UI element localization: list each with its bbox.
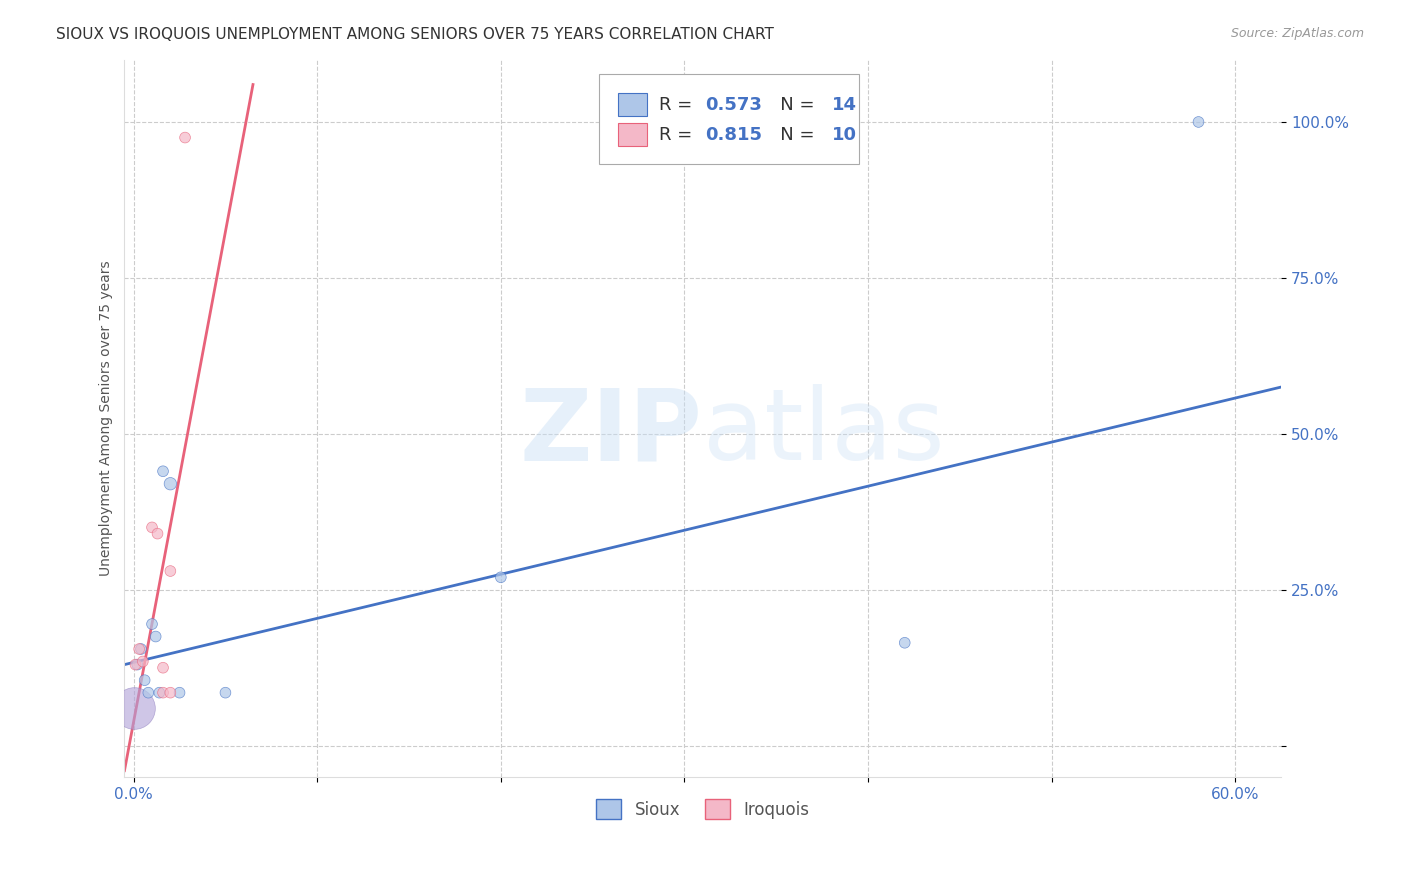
Point	[146, 526, 169, 541]
Point	[159, 686, 181, 700]
Point	[159, 476, 181, 491]
Text: ZIP: ZIP	[520, 384, 703, 481]
Point	[134, 673, 156, 688]
Point	[129, 642, 152, 657]
Text: 0.815: 0.815	[704, 126, 762, 144]
Point	[152, 686, 174, 700]
Point	[152, 661, 174, 675]
Text: 0.573: 0.573	[704, 95, 762, 114]
Point	[1187, 115, 1209, 129]
Point	[169, 686, 191, 700]
Point	[489, 570, 512, 584]
Text: N =: N =	[763, 95, 820, 114]
Point	[148, 686, 170, 700]
Text: N =: N =	[763, 126, 820, 144]
Text: 14: 14	[832, 95, 858, 114]
Point	[214, 686, 236, 700]
Point	[141, 617, 163, 632]
FancyBboxPatch shape	[619, 123, 647, 146]
Point	[138, 686, 160, 700]
Y-axis label: Unemployment Among Seniors over 75 years: Unemployment Among Seniors over 75 years	[100, 260, 114, 576]
Point	[128, 642, 150, 657]
Point	[132, 655, 155, 669]
Point	[893, 636, 915, 650]
Point	[145, 630, 167, 644]
Text: Source: ZipAtlas.com: Source: ZipAtlas.com	[1230, 27, 1364, 40]
Text: 10: 10	[832, 126, 858, 144]
Text: atlas: atlas	[703, 384, 945, 481]
Point	[174, 130, 197, 145]
FancyBboxPatch shape	[599, 74, 859, 163]
Legend: Sioux, Iroquois: Sioux, Iroquois	[589, 792, 815, 826]
Text: R =: R =	[659, 126, 697, 144]
FancyBboxPatch shape	[619, 94, 647, 116]
Point	[159, 564, 181, 578]
Text: R =: R =	[659, 95, 697, 114]
Point	[141, 520, 163, 534]
Point	[124, 657, 146, 672]
Point	[152, 464, 174, 478]
Point	[122, 701, 145, 715]
Text: SIOUX VS IROQUOIS UNEMPLOYMENT AMONG SENIORS OVER 75 YEARS CORRELATION CHART: SIOUX VS IROQUOIS UNEMPLOYMENT AMONG SEN…	[56, 27, 775, 42]
Point	[127, 657, 149, 672]
